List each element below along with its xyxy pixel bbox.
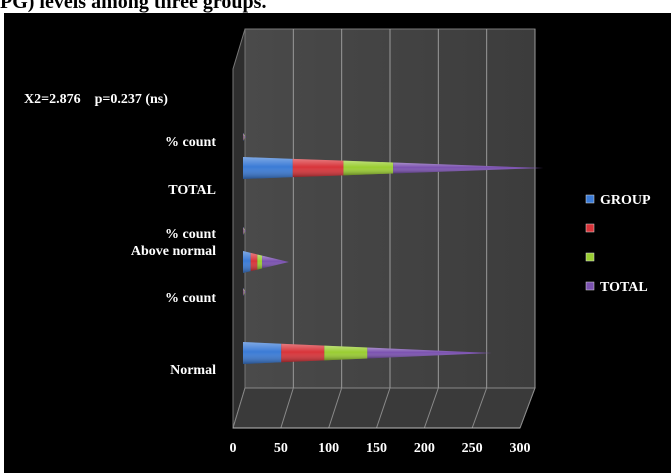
bar-segment-shading xyxy=(292,158,344,178)
bar-segment-shading xyxy=(243,157,293,179)
bar-segment-shading xyxy=(281,343,325,363)
legend-swatch xyxy=(585,281,595,291)
gridline-floor xyxy=(471,387,488,429)
chart-panel: 0 50 100 150 200 250 300 Normal % count Above no… xyxy=(4,13,671,473)
category-label: Normal xyxy=(170,363,216,378)
bar-segment-shading xyxy=(250,252,258,272)
x-tick-label: 250 xyxy=(462,441,483,456)
bar-segment-shading xyxy=(324,345,368,361)
bar-segment-shading xyxy=(244,229,246,233)
legend-swatch xyxy=(585,194,595,204)
category-label: % count xyxy=(165,291,216,306)
x-tick-label: 0 xyxy=(230,441,237,456)
legend-swatch xyxy=(585,223,595,233)
bar-segment-shading xyxy=(343,160,394,176)
bar-series xyxy=(243,133,544,364)
x-tick-label: 200 xyxy=(414,441,435,456)
bar-segment-shading xyxy=(257,254,263,270)
x-tick-label: 150 xyxy=(366,441,387,456)
category-label: % count xyxy=(165,135,216,150)
gridline-floor xyxy=(519,387,536,429)
legend: GROUP TOTAL xyxy=(585,193,651,295)
bar-segment-shading xyxy=(243,251,251,273)
gridline-floor xyxy=(376,387,391,429)
plot-frame xyxy=(232,28,536,429)
bar-segment-shading xyxy=(244,135,246,139)
x-tick-label: 300 xyxy=(510,441,531,456)
bar-chart: 0 50 100 150 200 250 300 Normal % count Above no… xyxy=(24,28,651,456)
bar-segment-shading xyxy=(243,342,282,364)
gridline-floor xyxy=(280,387,294,429)
figure-caption: PG) levels among three groups. xyxy=(0,0,267,13)
gridline-floor xyxy=(328,387,343,429)
floor xyxy=(232,387,536,429)
legend-label: TOTAL xyxy=(600,280,648,295)
chi-square-annotation: X2=2.876 p=0.237 (ns) xyxy=(24,92,168,107)
category-label: % count xyxy=(165,227,216,242)
gridline-floor xyxy=(423,387,439,429)
x-tick-label: 50 xyxy=(274,441,288,456)
y-axis-categories: Normal % count Above normal % count TOTAL % c… xyxy=(131,135,217,378)
bar-segment-shading xyxy=(244,290,246,294)
legend-label: GROUP xyxy=(600,193,651,208)
bar-segment-shading xyxy=(393,162,544,174)
category-label: Above normal xyxy=(131,244,216,259)
x-tick-label: 100 xyxy=(318,441,339,456)
x-axis-ticks: 0 50 100 150 200 250 300 xyxy=(230,441,531,456)
legend-swatch xyxy=(585,252,595,262)
category-label: TOTAL xyxy=(168,183,216,198)
bar-segment-shading xyxy=(367,347,492,359)
bar-segment-shading xyxy=(262,255,289,269)
